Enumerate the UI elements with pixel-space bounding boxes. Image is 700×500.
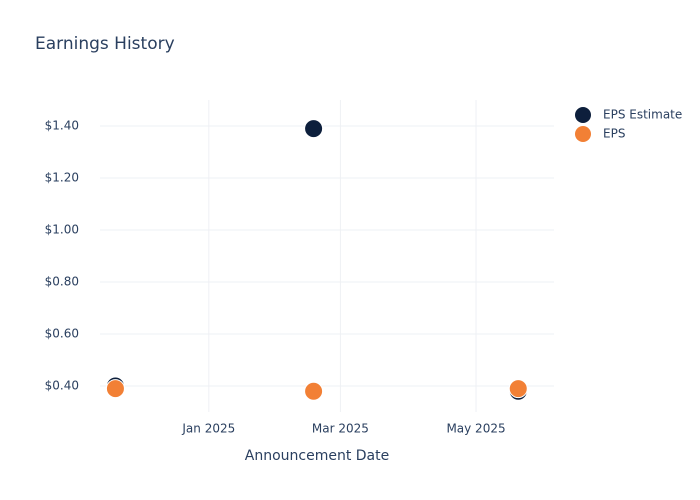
point xyxy=(105,379,125,399)
y-tick-label: $0.40 xyxy=(45,379,79,393)
legend-marker xyxy=(575,126,591,142)
point xyxy=(508,379,528,399)
y-tick-label: $1.20 xyxy=(45,171,79,185)
point xyxy=(304,119,324,139)
x-tick-label: Jan 2025 xyxy=(181,422,235,436)
y-tick-label: $0.80 xyxy=(45,275,79,289)
legend-label: EPS Estimate xyxy=(603,108,682,122)
chart-title: Earnings History xyxy=(35,34,175,54)
legend-marker xyxy=(575,107,591,123)
y-tick-label: $0.60 xyxy=(45,327,79,341)
point xyxy=(304,381,324,401)
y-tick-label: $1.00 xyxy=(45,223,79,237)
legend-label: EPS xyxy=(603,127,625,141)
x-axis-title: Announcement Date xyxy=(245,448,389,464)
y-tick-label: $1.40 xyxy=(45,119,79,133)
x-tick-label: Mar 2025 xyxy=(312,422,369,436)
x-tick-label: May 2025 xyxy=(446,422,505,436)
